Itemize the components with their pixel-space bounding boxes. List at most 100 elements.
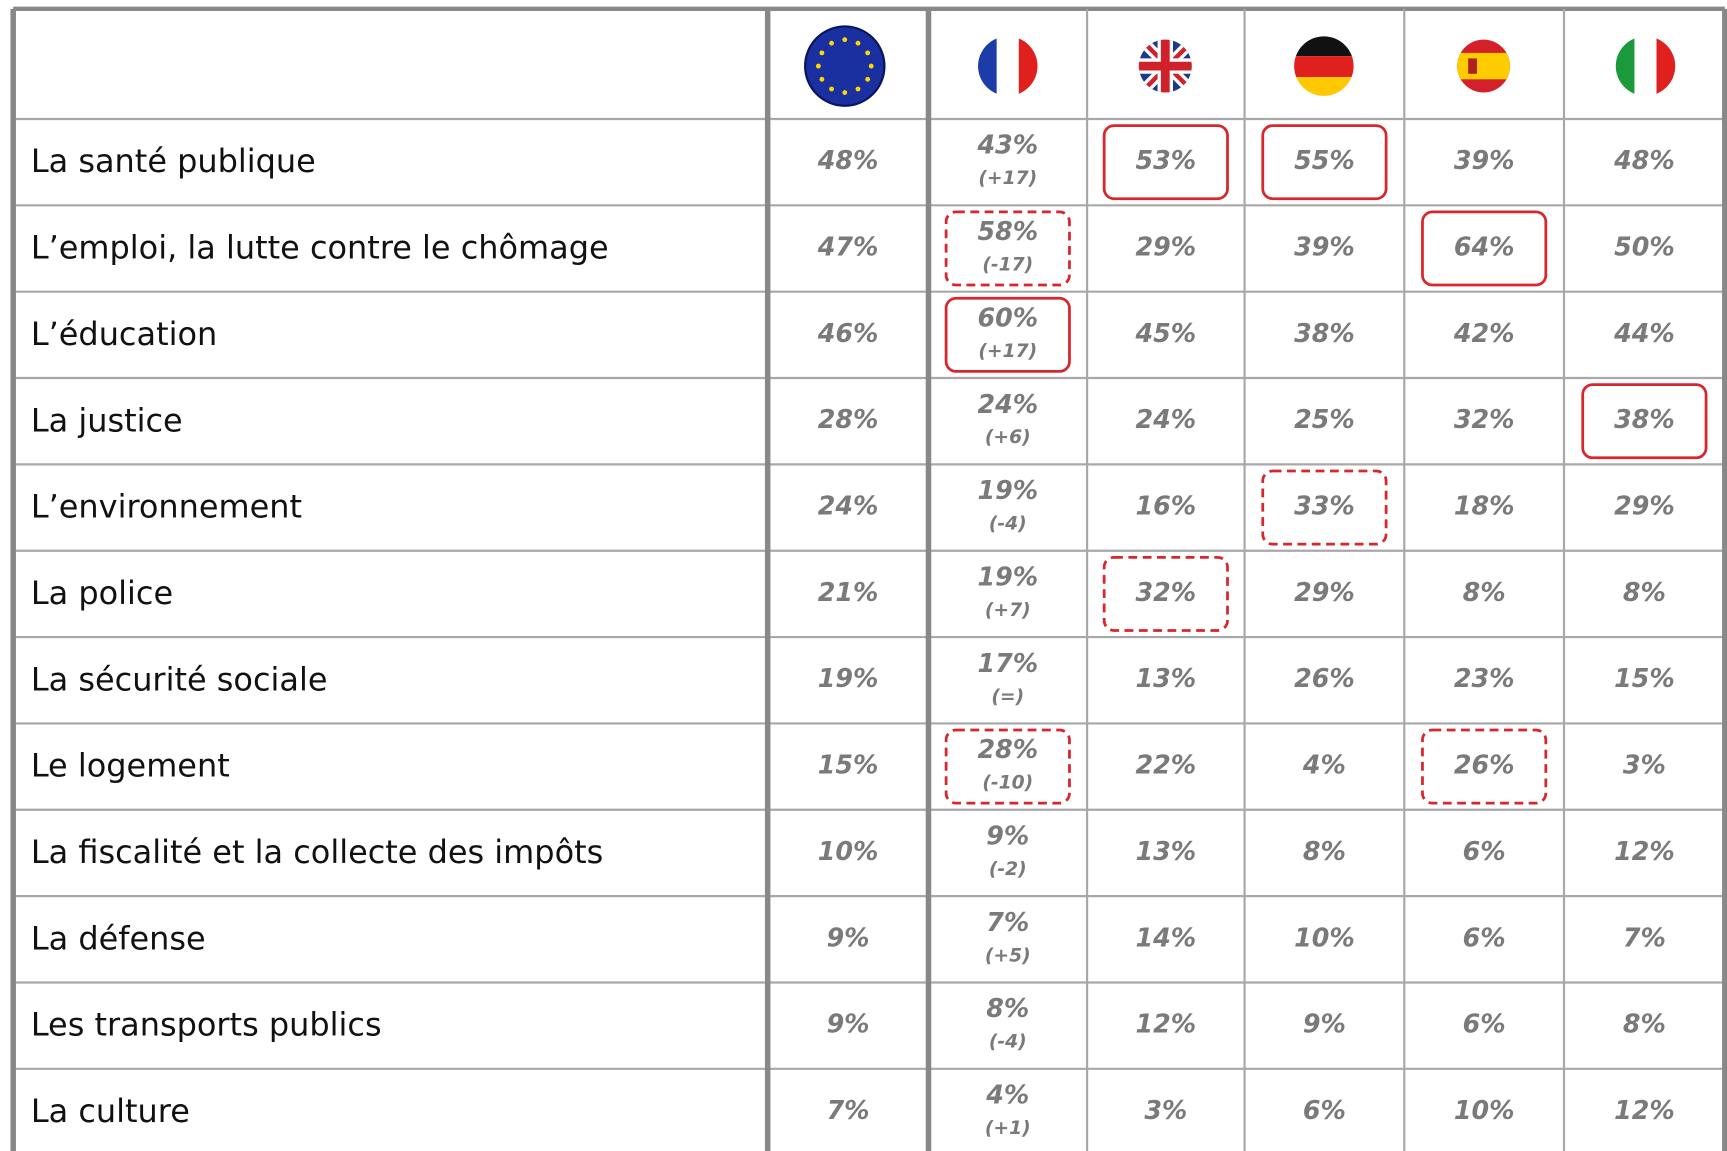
cell-value: 3% bbox=[1623, 750, 1666, 780]
highlight-dashed bbox=[1261, 469, 1388, 546]
flag-uk bbox=[1138, 39, 1192, 93]
cell-value: 39% bbox=[1294, 231, 1355, 261]
cell-value: 38% bbox=[1294, 318, 1355, 348]
cell-value: 33% bbox=[1294, 491, 1355, 521]
row-label: La fiscalité et la collecte des impôts bbox=[31, 833, 603, 871]
cell-value: 6% bbox=[1463, 836, 1506, 866]
cell-value: 10% bbox=[1294, 922, 1355, 952]
star bbox=[865, 76, 871, 82]
cell-value: 4% bbox=[985, 1080, 1029, 1110]
cell-value: 55% bbox=[1294, 145, 1355, 175]
row-label: La police bbox=[31, 574, 173, 612]
cell-change: (-10) bbox=[982, 773, 1033, 794]
cell-value: 8% bbox=[1463, 577, 1506, 607]
cell-value: 47% bbox=[817, 231, 879, 261]
cell-value: 8% bbox=[1623, 1009, 1666, 1039]
cell-change: (+7) bbox=[985, 600, 1031, 621]
row-label: La santé publique bbox=[31, 142, 316, 180]
cell-value: 12% bbox=[1614, 1095, 1675, 1125]
cell-value: 29% bbox=[1136, 231, 1197, 261]
row-label: Le logement bbox=[31, 747, 230, 785]
highlight-dashed bbox=[1421, 728, 1548, 805]
cell-value: 16% bbox=[1136, 491, 1197, 521]
cell-value: 3% bbox=[1144, 1095, 1187, 1125]
cell-value: 43% bbox=[976, 130, 1038, 160]
cell-change: (+6) bbox=[985, 427, 1031, 448]
cell-value: 50% bbox=[1614, 231, 1675, 261]
cell-value: 6% bbox=[1463, 922, 1506, 952]
cell-value: 19% bbox=[818, 663, 879, 693]
cell-value: 14% bbox=[1136, 922, 1197, 952]
cell-value: 44% bbox=[1613, 318, 1675, 348]
cell-change: (+17) bbox=[978, 168, 1037, 189]
cell-value: 60% bbox=[977, 302, 1038, 332]
cell-change: (-4) bbox=[989, 1032, 1027, 1053]
cell-value: 26% bbox=[1294, 663, 1355, 693]
cell-value: 9% bbox=[1303, 1009, 1346, 1039]
cell-value: 8% bbox=[1623, 577, 1666, 607]
cell-value: 29% bbox=[1294, 577, 1355, 607]
cell-change: (+1) bbox=[985, 1118, 1031, 1139]
cell-value: 24% bbox=[1136, 404, 1197, 434]
star bbox=[842, 37, 848, 43]
cell-change: (-2) bbox=[989, 859, 1027, 880]
flag-de bbox=[1294, 36, 1354, 96]
star bbox=[868, 63, 874, 69]
star bbox=[815, 63, 821, 69]
cell-value: 8% bbox=[986, 993, 1029, 1023]
star bbox=[819, 76, 825, 82]
row-label: La sécurité sociale bbox=[31, 660, 328, 698]
cell-value: 28% bbox=[818, 404, 879, 434]
star bbox=[865, 50, 871, 56]
cell-change: (=) bbox=[991, 686, 1024, 707]
highlight-solid bbox=[944, 296, 1071, 373]
row-label: La culture bbox=[31, 1092, 190, 1130]
cell-value: 26% bbox=[1454, 750, 1515, 780]
cell-change: (+5) bbox=[985, 945, 1031, 966]
cell-value: 64% bbox=[1454, 231, 1515, 261]
cell-change: (-4) bbox=[989, 514, 1027, 535]
cell-value: 21% bbox=[818, 577, 879, 607]
cell-value: 32% bbox=[1454, 404, 1515, 434]
cell-value: 7% bbox=[1623, 922, 1666, 952]
cell-value: 8% bbox=[1303, 836, 1346, 866]
star bbox=[829, 86, 834, 92]
star bbox=[855, 40, 861, 46]
star bbox=[819, 50, 825, 56]
row-label: La défense bbox=[31, 919, 206, 957]
row-label: L’éducation bbox=[31, 315, 217, 353]
cell-value: 19% bbox=[977, 475, 1038, 505]
cell-value: 15% bbox=[818, 750, 879, 780]
cell-value: 9% bbox=[827, 1009, 870, 1039]
cell-value: 6% bbox=[1303, 1095, 1346, 1125]
cell-value: 6% bbox=[1463, 1009, 1506, 1039]
cell-value: 15% bbox=[1614, 663, 1675, 693]
cell-value: 9% bbox=[986, 821, 1029, 851]
cell-value: 48% bbox=[817, 145, 879, 175]
highlight-solid bbox=[1421, 210, 1548, 287]
highlight-solid bbox=[1581, 383, 1708, 460]
row-label: L’environnement bbox=[31, 488, 302, 526]
row-label: Les transports publics bbox=[31, 1006, 382, 1044]
cell-value: 28% bbox=[977, 734, 1038, 764]
flag-fr bbox=[978, 36, 1038, 96]
cell-value: 58% bbox=[977, 216, 1038, 246]
cell-value: 7% bbox=[986, 907, 1029, 937]
cell-value: 18% bbox=[1454, 491, 1515, 521]
cell-value: 32% bbox=[1136, 577, 1197, 607]
cell-change: (-17) bbox=[982, 255, 1033, 276]
cell-value: 53% bbox=[1136, 145, 1197, 175]
cell-value: 23% bbox=[1454, 663, 1515, 693]
cell-value: 9% bbox=[827, 922, 870, 952]
cell-value: 39% bbox=[1454, 145, 1515, 175]
cell-value: 4% bbox=[1302, 750, 1346, 780]
cell-value: 10% bbox=[818, 836, 879, 866]
cell-value: 12% bbox=[1136, 1009, 1197, 1039]
cell-value: 25% bbox=[1294, 404, 1355, 434]
cell-change: (+17) bbox=[978, 341, 1037, 362]
cell-value: 19% bbox=[977, 561, 1038, 591]
cell-value: 48% bbox=[1613, 145, 1675, 175]
star bbox=[829, 40, 834, 46]
